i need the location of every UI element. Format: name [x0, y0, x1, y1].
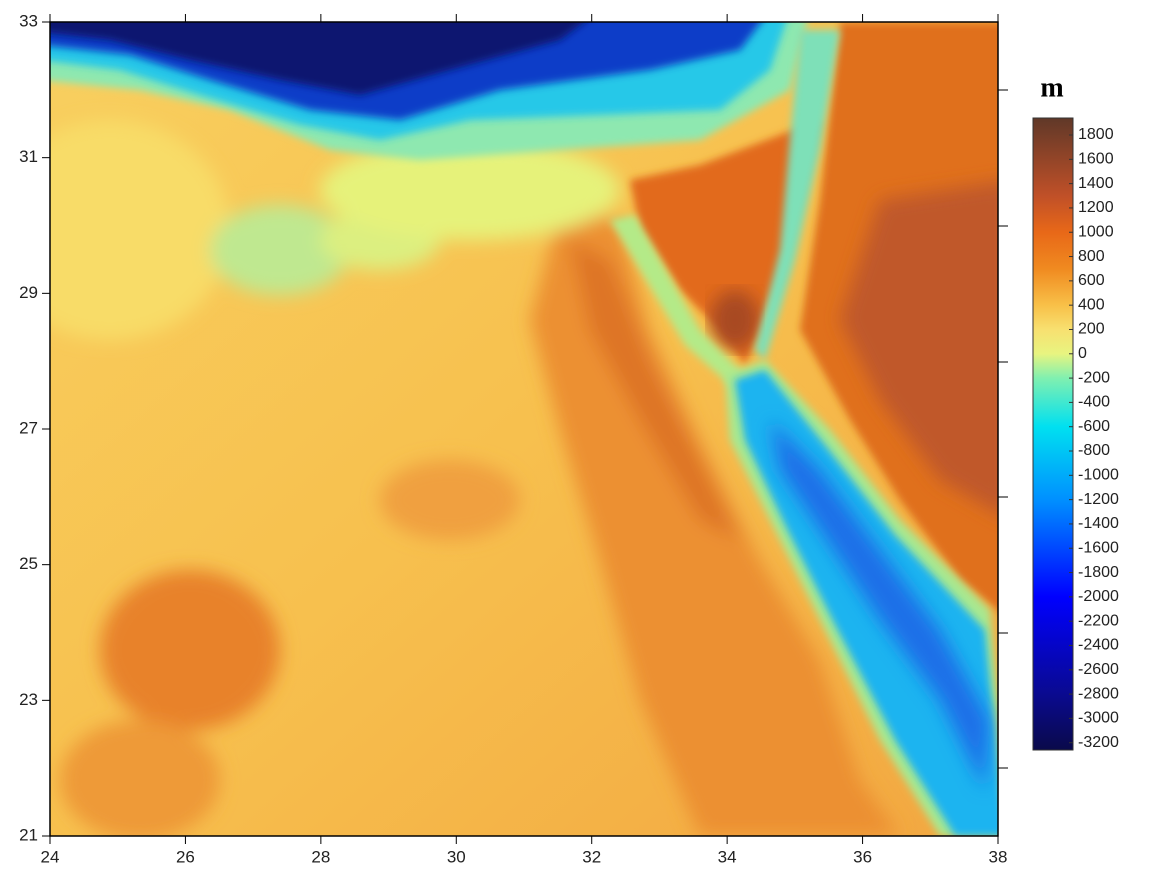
- colorbar-tick-label: 1000: [1078, 223, 1114, 240]
- colorbar-tick-label: 800: [1078, 248, 1105, 265]
- colorbar-tick-label: -2000: [1078, 588, 1119, 605]
- y-tick-label: 31: [19, 147, 38, 166]
- y-tick-label: 27: [19, 418, 38, 437]
- x-tick-label: 32: [582, 847, 601, 866]
- y-tick-label: 25: [19, 554, 38, 573]
- colorbar-tick-label: 600: [1078, 272, 1105, 289]
- colorbar-tick-label: -3000: [1078, 710, 1119, 727]
- colorbar-tick-label: -2800: [1078, 685, 1119, 702]
- page: {"map": { "unit": "m", "xlim": [24, 38],…: [0, 0, 1150, 870]
- colorbar-tick-label: -2400: [1078, 637, 1119, 654]
- colorbar-tick-label: -2600: [1078, 661, 1119, 678]
- colorbar-tick-label: -600: [1078, 418, 1110, 435]
- colorbar-tick-label: -1000: [1078, 467, 1119, 484]
- x-tick-label: 36: [853, 847, 872, 866]
- colorbar-tick-label: -200: [1078, 369, 1110, 386]
- colorbar-tick-label: -800: [1078, 442, 1110, 459]
- x-tick-label: 34: [718, 847, 737, 866]
- colorbar-tick-label: -3200: [1078, 734, 1119, 751]
- x-tick-label: 26: [176, 847, 195, 866]
- colorbar-tick-label: 1600: [1078, 151, 1114, 168]
- colorbar-tick-label: -400: [1078, 394, 1110, 411]
- x-tick-label: 28: [311, 847, 330, 866]
- colorbar-tick-label: 400: [1078, 296, 1105, 313]
- colorbar-tick-label: -1800: [1078, 564, 1119, 581]
- colorbar-tick-label: 1400: [1078, 175, 1114, 192]
- x-tick-label: 38: [989, 847, 1008, 866]
- y-tick-label: 33: [19, 11, 38, 30]
- y-tick-label: 23: [19, 690, 38, 709]
- terrain: [0, 10, 1010, 850]
- colorbar-tick-label: 200: [1078, 321, 1105, 338]
- colorbar-bar: [1033, 118, 1073, 750]
- x-tick-label: 24: [41, 847, 60, 866]
- unit-label: m: [1040, 72, 1063, 103]
- colorbar-tick-label: -1600: [1078, 539, 1119, 556]
- colorbar-tick-label: -1200: [1078, 491, 1119, 508]
- colorbar: 1800 1600 1400 1200 1000 800 600 400 200 0 -200 -40…: [1033, 118, 1119, 751]
- map-figure: m 1800 1600 1400 1200 1000 800 600 400 200 0 -200 -…: [0, 0, 1150, 870]
- right-ticks: [998, 90, 1008, 768]
- y-tick-label: 29: [19, 283, 38, 302]
- colorbar-tick-label: 1200: [1078, 199, 1114, 216]
- colorbar-tick-label: -1400: [1078, 515, 1119, 532]
- x-tick-label: 30: [447, 847, 466, 866]
- colorbar-tick-label: -2200: [1078, 612, 1119, 629]
- colorbar-tick-label: 0: [1078, 345, 1087, 362]
- y-tick-label: 21: [19, 825, 38, 844]
- colorbar-tick-label: 1800: [1078, 126, 1114, 143]
